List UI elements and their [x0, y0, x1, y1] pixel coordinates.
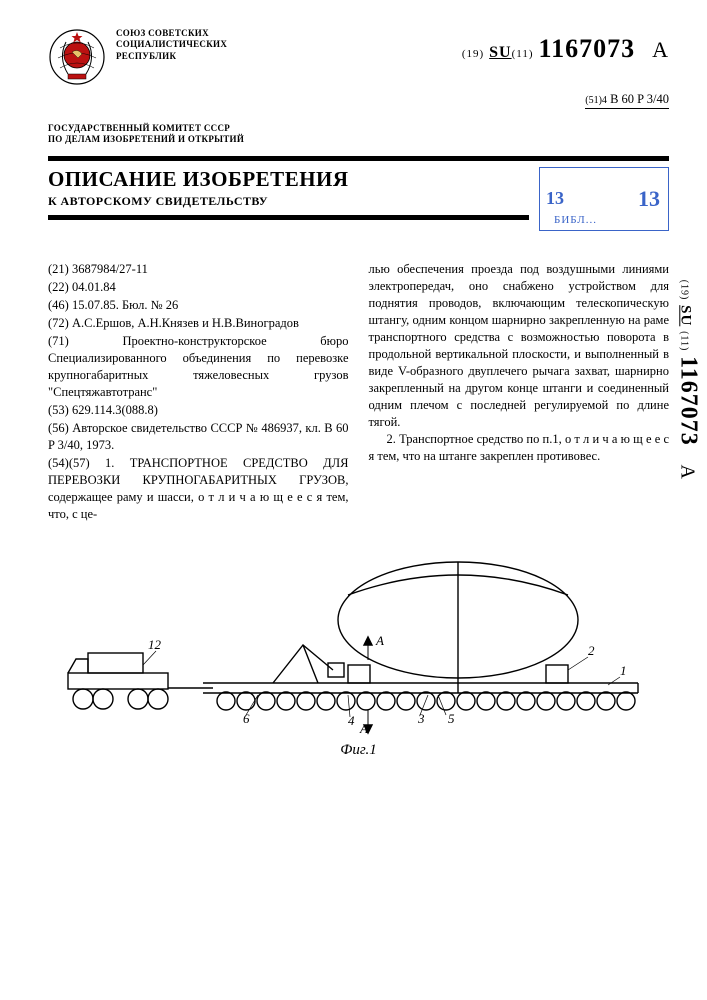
right-column: лью обеспечения проезда под воздушными л… [369, 261, 670, 523]
field-54-57: (54)(57) 1. ТРАНСПОРТНОЕ СРЕДСТВО ДЛЯ ПЕ… [48, 455, 349, 523]
field-22: (22) 04.01.84 [48, 279, 349, 296]
svg-text:12: 12 [148, 637, 162, 652]
side-document-id: (19) SU (11) 1167073 A [674, 280, 701, 480]
svg-text:5: 5 [448, 711, 455, 726]
left-column: (21) 3687984/27-11 (22) 04.01.84 (46) 15… [48, 261, 349, 523]
field-46: (46) 15.07.85. Бюл. № 26 [48, 297, 349, 314]
issuer-line: РЕСПУБЛИК [116, 51, 227, 62]
field-72: (72) А.С.Ершов, А.Н.Князев и Н.В.Виногра… [48, 315, 349, 332]
field-53: (53) 629.114.3(088.8) [48, 402, 349, 419]
svg-text:2: 2 [588, 643, 595, 658]
ussr-emblem-icon [48, 28, 106, 86]
svg-text:4: 4 [348, 713, 355, 728]
svg-text:A: A [375, 633, 384, 648]
issuer-block: СОЮЗ СОВЕТСКИХ СОЦИАЛИСТИЧЕСКИХ РЕСПУБЛИ… [48, 28, 227, 86]
field-56: (56) Авторское свидетельство СССР № 4869… [48, 420, 349, 454]
svg-text:1: 1 [620, 663, 627, 678]
svg-text:6: 6 [243, 711, 250, 726]
abstract-p1: лью обеспечения проезда под воздушными л… [369, 261, 670, 431]
doc-subtitle: К АВТОРСКОМУ СВИДЕТЕЛЬСТВУ [48, 194, 529, 220]
abstract-p2: 2. Транспортное средство по п.1, о т л и… [369, 431, 670, 465]
document-id: (19) SU(11) 1167073 A [462, 28, 669, 64]
svg-text:A: A [359, 721, 368, 735]
library-stamp: 13 13 БИБЛ... [539, 167, 669, 231]
issuer-line: СОЦИАЛИСТИЧЕСКИХ [116, 39, 227, 50]
doc-title: ОПИСАНИЕ ИЗОБРЕТЕНИЯ [48, 167, 529, 192]
figure-1: 1 2 3 4 5 6 12 A A Фиг.1 [48, 545, 669, 759]
field-21: (21) 3687984/27-11 [48, 261, 349, 278]
committee-block: ГОСУДАРСТВЕННЫЙ КОМИТЕТ СССР ПО ДЕЛАМ ИЗ… [48, 123, 669, 146]
issuer-line: СОЮЗ СОВЕТСКИХ [116, 28, 227, 39]
field-71: (71) Проектно-конструкторское бюро Специ… [48, 333, 349, 401]
figure-caption: Фиг.1 [48, 742, 669, 759]
ipc-code: (51)4 B 60 P 3/40 [585, 92, 669, 109]
